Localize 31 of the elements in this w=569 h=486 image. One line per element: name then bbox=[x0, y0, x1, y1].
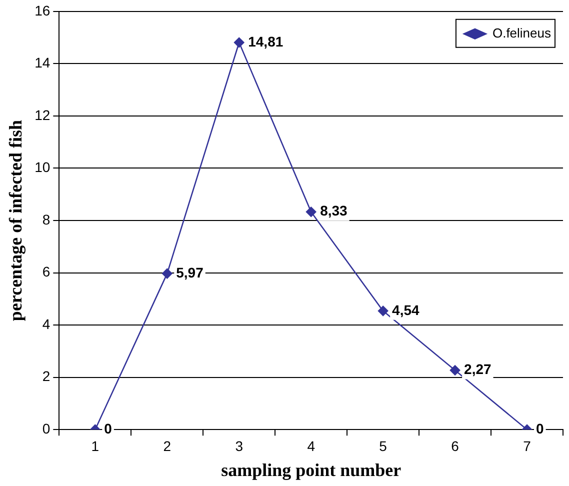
y-tick-label: 8 bbox=[42, 211, 50, 228]
data-label: 5,97 bbox=[176, 264, 204, 280]
point bbox=[162, 268, 172, 279]
x-tick-label: 4 bbox=[307, 438, 316, 454]
point bbox=[450, 365, 460, 376]
x-tick-label: 1 bbox=[91, 438, 100, 454]
y-tick-label: 10 bbox=[34, 159, 50, 176]
x-tick-label: 5 bbox=[379, 438, 388, 454]
y-tick-label: 12 bbox=[34, 106, 50, 123]
y-axis-title: percentage of infected fish bbox=[5, 120, 26, 322]
data-label: 0 bbox=[536, 420, 544, 436]
y-tick-label: 6 bbox=[42, 264, 50, 280]
y-tick-label: 14 bbox=[34, 54, 50, 71]
x-tick-label: 7 bbox=[523, 438, 532, 454]
x-tick-label: 6 bbox=[451, 438, 460, 454]
x-tick-label: 3 bbox=[235, 438, 244, 454]
data-label: 8,33 bbox=[320, 202, 348, 219]
y-tick-label: 2 bbox=[42, 368, 50, 384]
y-tick-label: 0 bbox=[42, 420, 50, 436]
data-label: 2,27 bbox=[464, 361, 492, 378]
data-label: 0 bbox=[104, 420, 112, 436]
point bbox=[378, 306, 388, 316]
point bbox=[234, 37, 244, 48]
y-tick-label: 16 bbox=[34, 2, 50, 18]
x-axis-title: sampling point number bbox=[221, 460, 402, 480]
point bbox=[306, 206, 316, 218]
y-tick-label: 4 bbox=[42, 316, 50, 332]
legend-label: O.felineus bbox=[492, 25, 552, 40]
data-label: 14,81 bbox=[248, 33, 284, 50]
x-tick-label: 2 bbox=[163, 438, 172, 454]
data-label: 4,54 bbox=[392, 302, 420, 318]
